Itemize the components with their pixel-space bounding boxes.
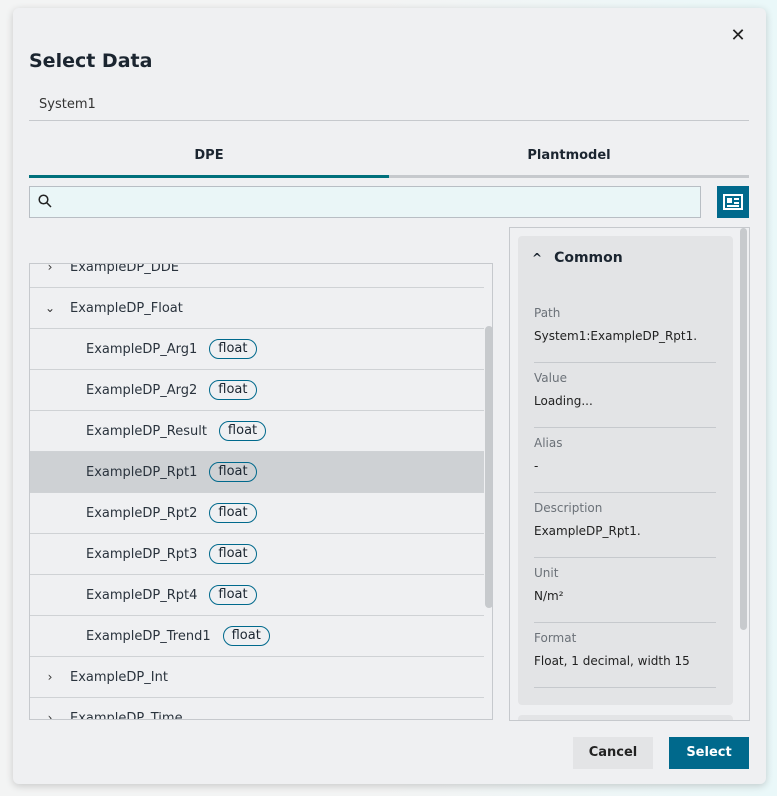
field-label: Format	[534, 631, 577, 645]
detail-field: Description ExampleDP_Rpt1.	[534, 493, 716, 558]
field-value: -	[534, 459, 539, 473]
field-label: Unit	[534, 566, 559, 580]
field-label: Value	[534, 371, 567, 385]
type-badge: float	[209, 462, 257, 482]
tree-row[interactable]: › ExampleDP_DDE	[30, 263, 484, 288]
tree-row[interactable]: ExampleDP_Trend1 float	[30, 616, 484, 657]
tree-row-label: ExampleDP_Rpt2	[86, 505, 198, 521]
tree-row-label: ExampleDP_Int	[70, 669, 168, 685]
type-badge: float	[209, 380, 257, 400]
tree-row-label: ExampleDP_Time	[70, 710, 183, 720]
system-selector[interactable]: System1	[29, 97, 749, 121]
detail-field: Path System1:ExampleDP_Rpt1.	[534, 298, 716, 363]
tree-row[interactable]: ExampleDP_Rpt2 float	[30, 493, 484, 534]
field-value: Float, 1 decimal, width 15	[534, 654, 690, 668]
chevron-right-icon[interactable]: ›	[47, 711, 53, 720]
search-icon	[38, 194, 52, 208]
next-section	[518, 715, 733, 720]
tree-row-label: ExampleDP_Float	[70, 300, 183, 316]
section-title: Common	[554, 250, 623, 266]
dpe-tree: › ExampleDP_DDE ⌄ ExampleDP_Float ExampleDP_…	[29, 263, 493, 720]
type-badge: float	[209, 544, 257, 564]
chevron-right-icon[interactable]: ›	[47, 670, 53, 684]
detail-field: Unit N/m²	[534, 558, 716, 623]
tree-row-label: ExampleDP_Arg1	[86, 341, 198, 357]
close-icon[interactable]: ✕	[730, 25, 746, 46]
details-panel: ^ Common Path System1:ExampleDP_Rpt1. Valu…	[509, 227, 750, 721]
tree-row-label: ExampleDP_Result	[86, 423, 207, 439]
search-input[interactable]	[60, 187, 690, 217]
tree-row[interactable]: ⌄ ExampleDP_Float	[30, 288, 484, 329]
details-scrollbar[interactable]	[740, 228, 747, 630]
detail-field: Format Float, 1 decimal, width 15	[534, 623, 716, 688]
type-badge: float	[209, 585, 257, 605]
tab-plantmodel[interactable]: Plantmodel	[389, 148, 749, 178]
chevron-down-icon[interactable]: ⌄	[44, 301, 56, 315]
cancel-button[interactable]: Cancel	[573, 737, 653, 769]
tree-row-label: ExampleDP_Rpt1	[86, 464, 198, 480]
field-label: Description	[534, 501, 603, 515]
details-view-button[interactable]	[717, 186, 749, 218]
field-label: Alias	[534, 436, 563, 450]
field-value: System1:ExampleDP_Rpt1.	[534, 329, 698, 343]
tree-row-label: ExampleDP_DDE	[70, 263, 179, 275]
tree-row[interactable]: ExampleDP_Rpt1 float	[30, 452, 484, 493]
tree-row[interactable]: ExampleDP_Arg2 float	[30, 370, 484, 411]
chevron-right-icon[interactable]: ›	[47, 263, 53, 274]
field-value: Loading...	[534, 394, 593, 408]
common-section: ^ Common Path System1:ExampleDP_Rpt1. Valu…	[518, 236, 733, 705]
tree-row[interactable]: ExampleDP_Result float	[30, 411, 484, 452]
tree-row[interactable]: ExampleDP_Rpt4 float	[30, 575, 484, 616]
detail-field: Alias -	[534, 428, 716, 493]
tree-row-label: ExampleDP_Arg2	[86, 382, 198, 398]
field-value: N/m²	[534, 589, 564, 603]
select-button[interactable]: Select	[669, 737, 749, 769]
details-panel-icon	[723, 194, 743, 210]
search-box	[29, 186, 701, 218]
tree-row[interactable]: › ExampleDP_Int	[30, 657, 484, 698]
tree-scrollbar[interactable]	[485, 326, 492, 608]
type-badge: float	[218, 421, 267, 441]
select-data-dialog: ✕ Select Data System1 DPE Plantmodel › Ex…	[13, 8, 766, 784]
type-badge: float	[222, 626, 270, 646]
tree-row[interactable]: ExampleDP_Arg1 float	[30, 329, 484, 370]
tree-row-label: ExampleDP_Rpt3	[86, 546, 198, 562]
tree-row-label: ExampleDP_Rpt4	[86, 587, 198, 603]
chevron-up-icon: ^	[532, 251, 543, 265]
field-label: Path	[534, 306, 561, 320]
dialog-title: Select Data	[29, 50, 153, 72]
detail-field: Value Loading...	[534, 363, 716, 428]
tab-dpe[interactable]: DPE	[29, 148, 389, 178]
tree-row-label: ExampleDP_Trend1	[86, 628, 211, 644]
tree-row[interactable]: ExampleDP_Rpt3 float	[30, 534, 484, 575]
type-badge: float	[209, 503, 257, 523]
type-badge: float	[209, 339, 257, 359]
common-section-header[interactable]: ^ Common	[532, 250, 623, 266]
field-value: ExampleDP_Rpt1.	[534, 524, 641, 538]
tree-row[interactable]: › ExampleDP_Time	[30, 698, 484, 720]
